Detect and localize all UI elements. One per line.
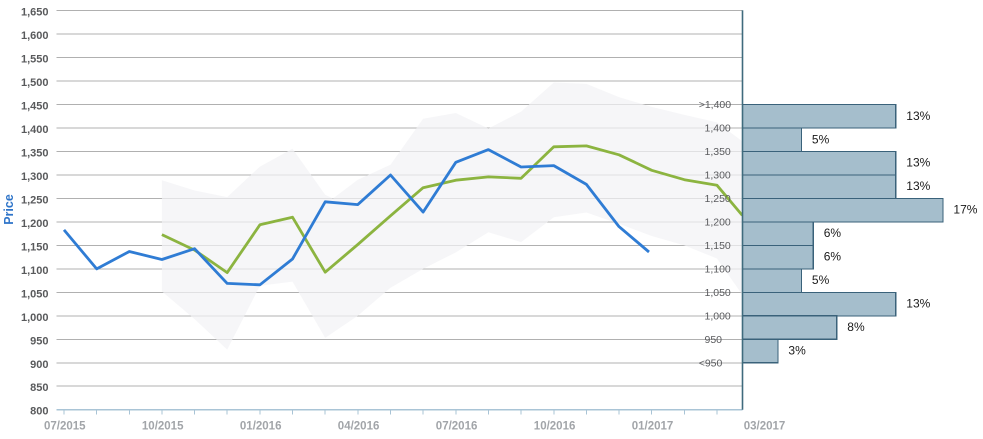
- svg-text:1,050: 1,050: [21, 288, 49, 300]
- svg-text:<950: <950: [699, 357, 723, 369]
- svg-text:1,450: 1,450: [21, 101, 49, 113]
- svg-text:10/2016: 10/2016: [534, 421, 576, 433]
- svg-text:900: 900: [30, 359, 48, 371]
- svg-text:3%: 3%: [788, 344, 806, 358]
- svg-text:950: 950: [30, 335, 48, 347]
- svg-text:1,000: 1,000: [21, 312, 49, 324]
- svg-text:>1,400: >1,400: [699, 99, 732, 111]
- svg-text:01/2016: 01/2016: [240, 421, 282, 433]
- svg-text:1,500: 1,500: [21, 77, 49, 89]
- svg-text:6%: 6%: [824, 250, 842, 264]
- svg-text:800: 800: [30, 406, 48, 418]
- svg-text:1,200: 1,200: [21, 218, 49, 230]
- svg-text:Price: Price: [2, 194, 16, 225]
- svg-text:04/2016: 04/2016: [338, 421, 380, 433]
- svg-text:1,300: 1,300: [21, 171, 49, 183]
- svg-text:07/2015: 07/2015: [44, 421, 86, 433]
- svg-text:1,150: 1,150: [21, 241, 49, 253]
- svg-text:1,600: 1,600: [21, 30, 49, 42]
- svg-text:10/2015: 10/2015: [142, 421, 184, 433]
- svg-text:1,300: 1,300: [705, 170, 731, 182]
- svg-text:1,650: 1,650: [21, 7, 49, 19]
- svg-text:13%: 13%: [906, 179, 930, 193]
- svg-text:17%: 17%: [953, 203, 977, 217]
- svg-text:03/2017: 03/2017: [744, 421, 786, 433]
- svg-text:850: 850: [30, 382, 48, 394]
- svg-text:1,400: 1,400: [705, 123, 731, 135]
- svg-text:13%: 13%: [906, 297, 930, 311]
- svg-text:6%: 6%: [824, 226, 842, 240]
- svg-text:5%: 5%: [812, 132, 830, 146]
- svg-text:13%: 13%: [906, 156, 930, 170]
- svg-text:5%: 5%: [812, 273, 830, 287]
- svg-text:1,100: 1,100: [705, 264, 731, 276]
- svg-text:1,400: 1,400: [21, 124, 49, 136]
- svg-text:1,550: 1,550: [21, 54, 49, 66]
- svg-text:1,350: 1,350: [705, 146, 731, 158]
- svg-text:950: 950: [705, 334, 723, 346]
- svg-text:1,000: 1,000: [705, 310, 731, 322]
- svg-text:1,350: 1,350: [21, 148, 49, 160]
- svg-text:1,050: 1,050: [705, 287, 731, 299]
- svg-text:1,200: 1,200: [705, 217, 731, 229]
- svg-text:07/2016: 07/2016: [436, 421, 478, 433]
- svg-text:1,250: 1,250: [705, 193, 731, 205]
- svg-text:8%: 8%: [847, 320, 865, 334]
- svg-text:01/2017: 01/2017: [632, 421, 674, 433]
- svg-text:13%: 13%: [906, 109, 930, 123]
- svg-text:1,250: 1,250: [21, 195, 49, 207]
- svg-text:1,150: 1,150: [705, 240, 731, 252]
- svg-text:1,100: 1,100: [21, 265, 49, 277]
